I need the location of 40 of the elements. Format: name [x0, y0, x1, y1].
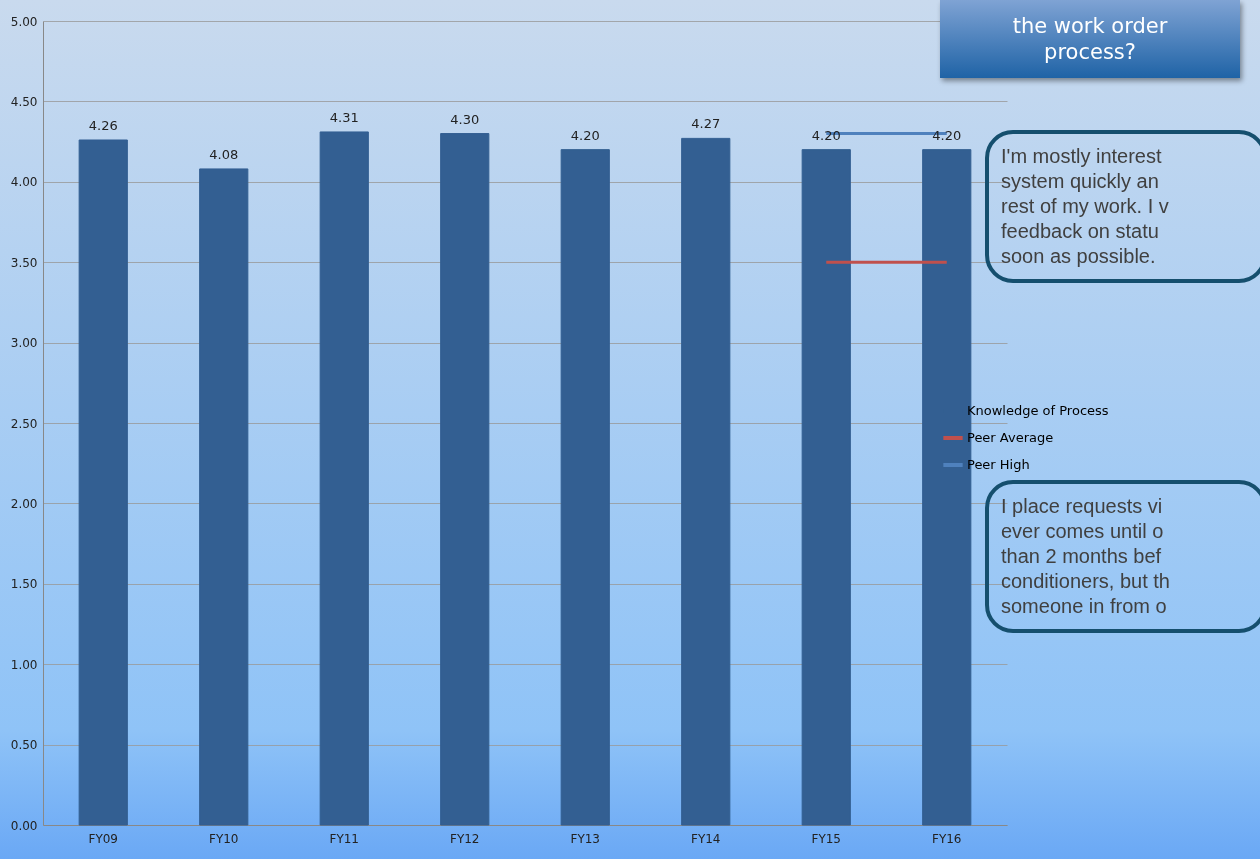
- x-tick-label: FY10: [208, 831, 239, 846]
- data-label: 4.20: [811, 127, 841, 143]
- x-tick-label: FY11: [329, 831, 360, 846]
- x-tick-label: FY14: [690, 831, 721, 846]
- x-tick-label: FY12: [449, 831, 480, 846]
- y-tick-label: 1.50: [10, 577, 38, 592]
- x-tick-label: FY09: [88, 831, 119, 846]
- data-label: 4.27: [691, 116, 721, 132]
- x-tick-label: FY16: [931, 831, 962, 846]
- bar: [801, 149, 851, 826]
- data-label: 4.30: [450, 111, 480, 127]
- y-tick-label: 4.00: [10, 175, 38, 190]
- y-tick-label: 1.00: [10, 657, 38, 672]
- data-label: 4.08: [209, 146, 239, 162]
- data-label: 4.26: [88, 117, 118, 133]
- legend-label: Peer Average: [967, 430, 1054, 445]
- y-tick-label: 2.50: [10, 416, 38, 431]
- series-label: Knowledge of Process: [967, 403, 1109, 418]
- y-tick-label: 3.50: [10, 255, 38, 270]
- bar: [681, 137, 731, 826]
- legend-label: Peer High: [967, 457, 1030, 472]
- y-tick-label: 5.00: [10, 14, 38, 29]
- bar: [199, 168, 249, 826]
- y-tick-label: 4.50: [10, 94, 38, 109]
- x-tick-label: FY15: [811, 831, 842, 846]
- bar: [560, 149, 610, 826]
- y-tick-label: 0.50: [10, 738, 38, 753]
- data-label: 4.20: [570, 127, 600, 143]
- y-tick-label: 2.00: [10, 496, 38, 511]
- y-tick-label: 0.00: [10, 818, 38, 833]
- bar: [319, 131, 369, 826]
- speech-bubble: I'm mostly interest system quickly an rest of my work. I v feedback on statu soon as possible.: [985, 130, 1260, 283]
- data-label: 4.31: [329, 109, 359, 125]
- speech-bubble: I place requests vi ever comes until o than 2 months bef conditioners, but th someone in from o: [985, 480, 1260, 633]
- heading-box: the work order process?: [940, 0, 1240, 78]
- x-tick-label: FY13: [570, 831, 601, 846]
- y-tick-label: 3.00: [10, 336, 38, 351]
- bar: [78, 139, 128, 826]
- data-label: 4.20: [932, 127, 962, 143]
- bar: [440, 133, 490, 826]
